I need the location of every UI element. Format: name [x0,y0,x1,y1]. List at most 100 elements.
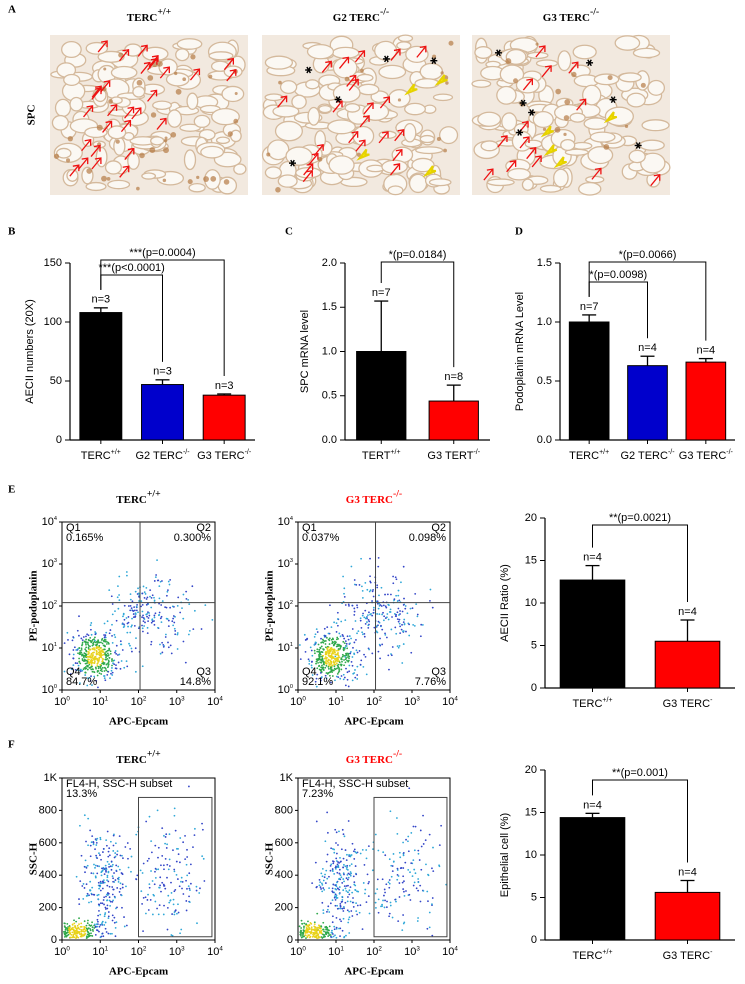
event-dot [178,912,180,914]
alveolus [472,80,491,87]
event-dot [187,599,189,601]
label-base: 10 [42,684,54,696]
event-dot [82,639,84,641]
event-dot [352,843,354,845]
stained-cell [157,61,163,67]
event-dot [163,905,165,907]
label-sup: -/- [393,749,402,760]
event-dot [310,933,312,935]
event-dot [313,935,315,937]
event-dot [100,902,102,904]
event-dot [339,657,341,659]
event-dot [98,668,100,670]
event-dot [100,650,102,652]
event-dot [87,922,89,924]
event-dot [314,636,316,638]
event-dot [324,628,326,630]
event-dot [331,649,333,651]
event-dot [141,625,143,627]
event-dot [175,830,177,832]
event-dot [161,616,163,618]
event-dot [339,661,341,663]
x-axis-label: APC-Epcam [109,716,168,728]
event-dot [364,633,366,635]
event-dot [168,902,170,904]
event-dot [301,920,303,922]
event-dot [185,880,187,882]
event-dot [126,660,128,662]
event-dot [349,865,351,867]
event-dot [413,885,415,887]
label-base: 10 [278,558,290,570]
label-sup: -/- [245,449,252,456]
stained-cell [68,136,73,141]
event-dot [66,936,68,938]
event-dot [367,624,369,626]
event-dot [381,614,383,616]
label-text: 104 [207,695,223,708]
alveolus [306,80,319,89]
alveolus [558,51,571,71]
event-dot [112,603,114,605]
alveolus [584,118,607,129]
label-base: 800 [39,804,57,816]
alveolus [405,103,426,114]
event-dot [155,574,157,576]
event-dot [145,593,147,595]
event-dot [384,594,386,596]
event-dot [361,631,363,633]
label-sup: +/+ [157,7,171,18]
event-dot [332,641,334,643]
event-dot [114,857,116,859]
alveolus [533,112,553,128]
event-dot [319,879,321,881]
stained-cell [182,77,186,81]
event-dot [145,821,147,823]
event-dot [203,880,205,882]
label-text: 0 [287,934,293,946]
stained-cell [208,75,212,79]
event-dot [86,883,88,885]
label-sup: 0 [302,945,306,952]
event-dot [344,865,346,867]
event-dot [104,634,106,636]
event-dot [169,859,171,861]
event-dot [323,662,325,664]
event-dot [87,643,89,645]
event-dot [188,786,190,788]
event-dot [126,632,128,634]
event-dot [350,873,352,875]
event-dot [340,860,342,862]
y-tick-label: 1.0 [537,316,552,328]
event-dot [90,855,92,857]
quadrant-percent: 7.76% [415,676,446,688]
event-dot [408,850,410,852]
event-dot [325,932,327,934]
event-dot [74,646,76,648]
event-dot [389,879,391,881]
event-dot [380,625,382,627]
event-dot [107,892,109,894]
event-dot [129,645,131,647]
event-dot [300,930,302,932]
event-dot [131,607,133,609]
event-dot [383,619,385,621]
event-dot [158,614,160,616]
event-dot [120,643,122,645]
event-dot [324,661,326,663]
event-dot [84,655,86,657]
event-dot [402,611,404,613]
event-dot [138,627,140,629]
event-dot [174,628,176,630]
event-dot [85,841,87,843]
event-dot [333,852,335,854]
label-sup: -/- [590,7,599,18]
event-dot [340,635,342,637]
event-dot [367,627,369,629]
event-dot [88,656,90,658]
bar [569,322,609,440]
event-dot [320,666,322,668]
event-dot [176,848,178,850]
label-base: TERC [569,450,599,462]
event-dot [100,655,102,657]
